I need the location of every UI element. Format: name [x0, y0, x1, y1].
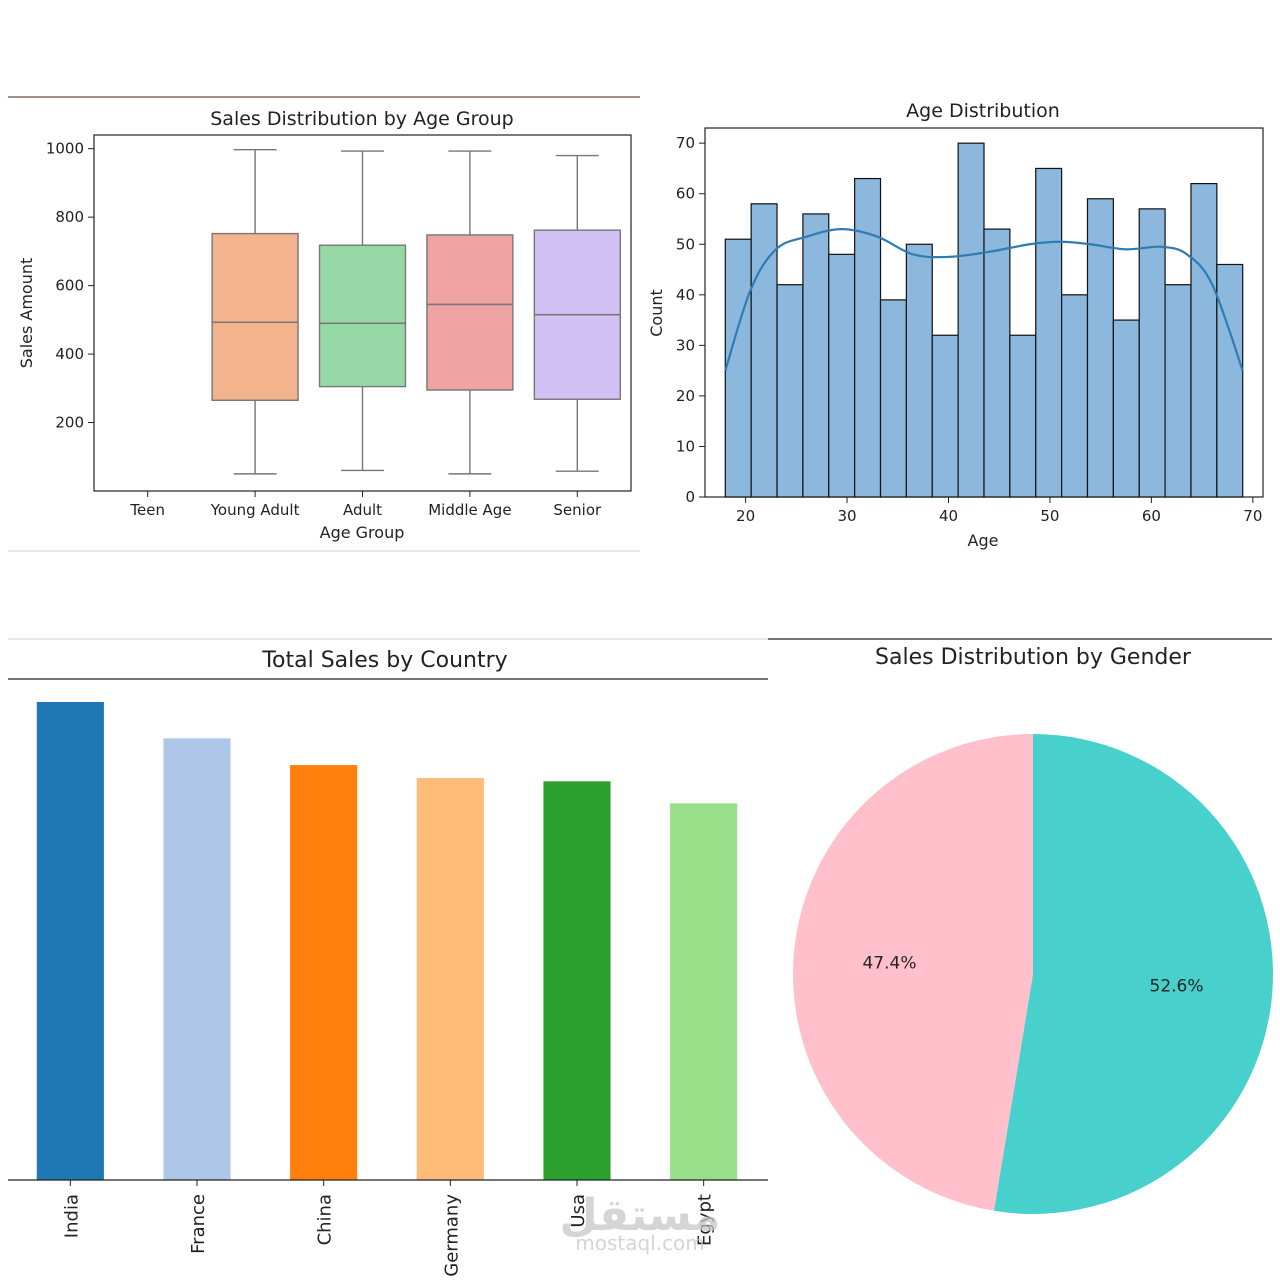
box-plot-xlabel: Age Group [320, 523, 405, 542]
histogram-bar [802, 213, 830, 498]
histogram-bar [828, 253, 856, 498]
x-tick-label: Senior [553, 501, 602, 519]
pie-slice [993, 734, 1273, 1214]
histogram-title: Age Distribution [906, 100, 1060, 122]
histogram-bar [931, 334, 959, 498]
pie-slice-label: 47.4% [862, 953, 916, 973]
histogram-ylabel: Count [647, 289, 666, 337]
bar [36, 702, 104, 1180]
x-tick-label: 30 [837, 507, 856, 525]
box-plot-ylabel: Sales Amount [17, 258, 36, 369]
histogram-bar [957, 142, 985, 498]
x-tick-label: France [188, 1194, 209, 1254]
box-iqr [211, 232, 299, 401]
bar [670, 803, 738, 1180]
x-tick-label: Young Adult [210, 501, 300, 519]
histogram-bar [983, 228, 1011, 498]
histogram-bar [1112, 319, 1140, 498]
y-tick-label: 1000 [46, 140, 84, 158]
bar-chart-panel: Total Sales by Country India France China G… [8, 638, 768, 1277]
bar-chart-title: Total Sales by Country [261, 648, 507, 673]
x-tick-label: Usa [568, 1194, 589, 1228]
y-tick-label: 30 [676, 336, 695, 354]
histogram-bar [724, 238, 752, 498]
histogram-bar [1190, 183, 1218, 498]
x-tick-label: Teen [129, 501, 165, 519]
histogram-bar [1035, 167, 1063, 498]
watermark-latin: mostaql.com [575, 1231, 705, 1255]
y-tick-label: 50 [676, 235, 695, 253]
pie-slice [792, 734, 1033, 1211]
bar [163, 738, 231, 1180]
x-tick-label: China [315, 1194, 336, 1245]
y-tick-label: 70 [676, 134, 695, 152]
histogram-xlabel: Age [968, 531, 999, 550]
x-tick-label: 60 [1142, 507, 1161, 525]
y-tick-label: 60 [676, 185, 695, 203]
y-tick-label: 400 [55, 345, 84, 363]
x-tick-label: 50 [1040, 507, 1059, 525]
x-tick-label: Egypt [695, 1194, 716, 1246]
y-tick-label: 10 [676, 437, 695, 455]
bar [543, 781, 611, 1180]
x-tick-label: 70 [1243, 507, 1262, 525]
watermark-arabic: مستقل [560, 1190, 721, 1241]
y-tick-label: 20 [676, 387, 695, 405]
histogram-bar [905, 243, 933, 498]
y-tick-label: 200 [55, 414, 84, 432]
histogram-bar [1138, 208, 1166, 498]
box-plot-title: Sales Distribution by Age Group [210, 108, 513, 130]
box-plot-panel: Sales Distribution by Age Group Age Grou… [8, 96, 640, 552]
bar [290, 765, 358, 1180]
box-iqr [318, 244, 407, 388]
histogram-bar [750, 203, 778, 498]
y-tick-label: 40 [676, 286, 695, 304]
pie-chart-panel: Sales Distribution by Gender 52.6% 47.4% [768, 638, 1273, 1214]
x-tick-label: India [61, 1194, 82, 1238]
histogram-bar [879, 299, 907, 498]
x-tick-label: Germany [441, 1194, 462, 1277]
y-tick-label: 800 [55, 208, 84, 226]
y-tick-label: 600 [55, 277, 84, 295]
x-tick-label: Adult [343, 501, 382, 519]
watermark: مستقل mostaql.com [560, 1190, 721, 1255]
x-tick-label: 20 [736, 507, 755, 525]
histogram-panel: Age Distribution Age Count 20 30 40 50 60 70 0… [647, 100, 1264, 550]
histogram-bar [1164, 284, 1192, 498]
histogram-bar [776, 284, 804, 498]
histogram-bar [854, 177, 882, 498]
histogram-bar [1086, 198, 1114, 498]
x-tick-label: Middle Age [428, 501, 511, 519]
bar [416, 778, 484, 1180]
pie-chart-title: Sales Distribution by Gender [875, 645, 1192, 670]
y-tick-label: 0 [685, 488, 695, 506]
histogram-bar [1061, 294, 1089, 498]
box-iqr [426, 234, 514, 391]
kde-line [724, 227, 1244, 371]
histogram-bar [1009, 334, 1037, 498]
histogram-bar [1216, 263, 1244, 498]
x-tick-label: 40 [939, 507, 958, 525]
pie-slice-label: 52.6% [1150, 977, 1204, 997]
